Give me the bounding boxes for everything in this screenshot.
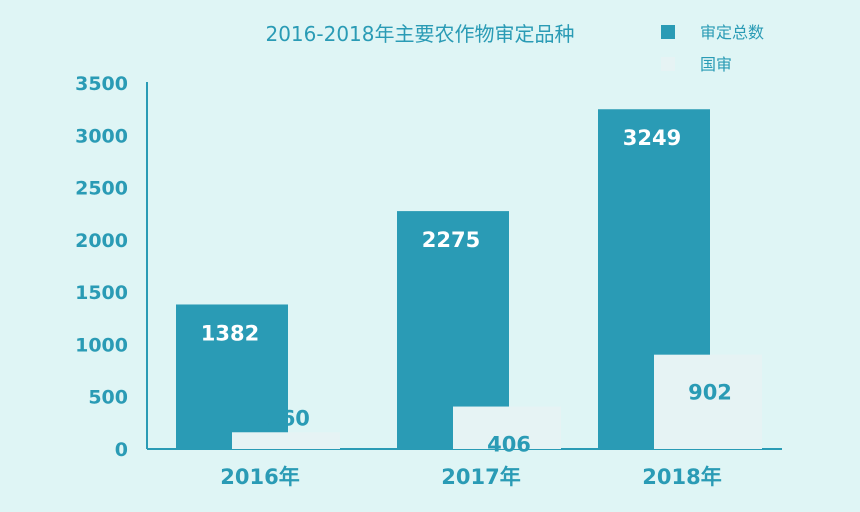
y-tick-label: 1000 — [75, 334, 128, 356]
data-label-national-3: 902 — [688, 381, 732, 405]
y-axis-ticks: 0 500 1000 1500 2000 2500 3000 3500 — [75, 73, 128, 461]
y-tick-label: 2500 — [75, 178, 128, 200]
bar-total-1 — [176, 304, 288, 449]
x-category-label-1: 2016年 — [220, 465, 299, 489]
x-axis-categories: 2016年 2017年 2018年 — [220, 465, 721, 489]
legend-swatch-total — [661, 25, 675, 39]
y-tick-label: 0 — [115, 439, 128, 461]
data-label-total-2: 2275 — [422, 228, 480, 252]
legend-label-total: 审定总数 — [700, 23, 764, 42]
y-tick-label: 2000 — [75, 230, 128, 252]
data-label-total-3: 3249 — [623, 126, 681, 150]
legend-swatch-national — [661, 57, 675, 71]
bar-national-1 — [232, 432, 340, 449]
y-tick-label: 500 — [88, 387, 128, 409]
bar-national-3 — [654, 354, 762, 449]
bar-national-2 — [453, 406, 561, 449]
legend-label-national: 国审 — [700, 55, 732, 74]
data-label-total-1: 1382 — [201, 321, 259, 345]
x-category-label-3: 2018年 — [642, 465, 721, 489]
y-tick-label: 1500 — [75, 282, 128, 304]
x-category-label-2: 2017年 — [441, 465, 520, 489]
bars: 1382 160 2275 406 3249 902 — [176, 109, 762, 457]
chart-title: 2016-2018年主要农作物审定品种 — [265, 22, 574, 46]
data-label-national-1: 160 — [266, 406, 310, 430]
y-tick-label: 3500 — [75, 73, 128, 95]
y-tick-label: 3000 — [75, 125, 128, 147]
data-label-national-2: 406 — [487, 433, 531, 457]
